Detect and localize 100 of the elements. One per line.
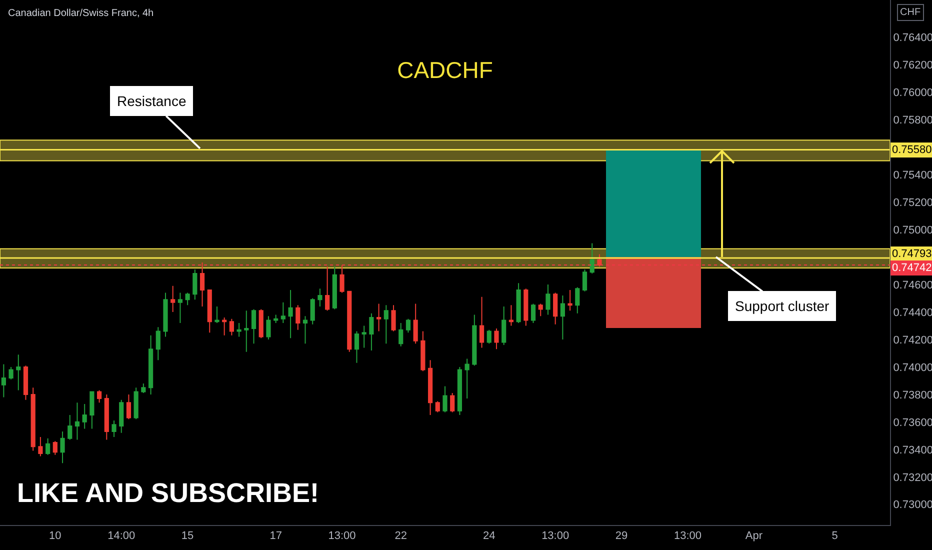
candlestick <box>170 285 176 312</box>
candlestick <box>74 402 80 440</box>
candlestick <box>553 292 558 325</box>
annotation: Support cluster <box>735 298 830 314</box>
candlestick <box>442 386 448 413</box>
candlestick <box>597 254 602 268</box>
candlestick <box>575 286 580 314</box>
candlestick <box>192 268 198 300</box>
candlestick <box>464 358 470 400</box>
candlestick <box>156 326 160 361</box>
candlestick <box>384 304 388 344</box>
ref-line-label: 0.74742 <box>892 262 932 274</box>
candlestick <box>568 289 572 312</box>
candlestick <box>340 264 344 294</box>
text: Canadian Dollar/Swiss Franc, 4h <box>8 8 154 19</box>
candlestick <box>560 294 565 340</box>
candlestick <box>119 399 124 434</box>
candlestick <box>23 365 28 400</box>
candlestick <box>141 382 146 394</box>
candlestick <box>508 304 514 326</box>
x-tick-label: 13:00 <box>328 530 356 542</box>
candlestick <box>266 316 271 340</box>
x-tick-label: 14:00 <box>108 530 136 542</box>
candlestick <box>420 330 426 372</box>
candlestick <box>479 296 484 348</box>
x-tick-label: 22 <box>394 530 407 542</box>
candlestick <box>428 360 433 416</box>
candlestick <box>546 284 550 316</box>
candlestick <box>369 312 374 351</box>
candlestick <box>296 304 300 330</box>
candlestick <box>104 394 109 440</box>
candlestick <box>200 262 205 307</box>
candlestick <box>222 316 227 336</box>
candlestick <box>16 354 21 391</box>
candlestick <box>82 404 87 430</box>
candlestick <box>280 302 286 324</box>
candlestick <box>362 325 366 348</box>
candlestick <box>310 298 315 325</box>
candlestick <box>472 314 477 366</box>
candlestick <box>457 366 462 416</box>
annotation: Resistance <box>117 93 186 109</box>
candlestick <box>391 304 396 332</box>
candlestick <box>494 328 499 350</box>
candlestick <box>302 316 308 344</box>
candlestick <box>524 288 528 326</box>
candlestick <box>398 322 404 347</box>
candlestick <box>112 420 116 438</box>
x-tick-label: Apr <box>745 530 763 542</box>
candlestick <box>502 306 506 346</box>
x-tick-label: 15 <box>181 530 194 542</box>
text: CADCHF <box>397 57 493 84</box>
candlestick <box>332 266 337 310</box>
candlestick <box>318 288 322 307</box>
candlestick <box>148 334 154 395</box>
candlestick <box>90 391 94 430</box>
candlestick <box>530 303 536 324</box>
candlestick <box>251 308 256 344</box>
candlestick <box>435 400 440 413</box>
candlestick <box>229 318 234 336</box>
candlestick <box>244 310 249 352</box>
candlestick <box>126 394 132 420</box>
candlestick <box>178 292 183 324</box>
candlestick <box>52 440 58 456</box>
candlestick <box>97 390 102 404</box>
x-tick-label: 24 <box>483 530 496 542</box>
candlestick <box>406 318 411 334</box>
candlestick <box>413 303 418 344</box>
text: CHF <box>900 7 921 18</box>
candlestick <box>516 282 521 324</box>
candlestick <box>236 322 242 338</box>
candlestick <box>590 242 594 274</box>
candlestick <box>60 431 65 464</box>
candlestick <box>582 268 588 292</box>
x-tick-label: 13:00 <box>542 530 570 542</box>
candlestick <box>163 292 168 338</box>
x-tick-label: 13:00 <box>674 530 702 542</box>
candlestick <box>486 329 492 344</box>
candlestick <box>354 330 360 364</box>
candlestick <box>38 436 43 457</box>
candlestick <box>538 303 543 317</box>
candlestick <box>347 290 352 352</box>
candlestick <box>68 414 72 440</box>
ref-line-label: 0.75580 <box>892 144 932 156</box>
candlestick <box>450 392 455 413</box>
x-tick-label: 29 <box>615 530 628 542</box>
candlestick <box>1 364 6 398</box>
x-tick-label: 17 <box>270 530 282 542</box>
x-tick-label: 10 <box>49 530 62 542</box>
candlestick <box>207 289 212 334</box>
candlestick <box>134 387 138 420</box>
candlestick <box>325 266 330 312</box>
candlestick <box>8 366 14 380</box>
candlestick <box>288 289 293 339</box>
candlestick <box>46 438 50 456</box>
candlestick <box>185 292 190 306</box>
ref-line-label: 0.74793 <box>892 248 932 260</box>
annotation: LIKE AND SUBSCRIBE! <box>17 478 320 508</box>
candlestick <box>258 308 264 339</box>
candlestick <box>274 314 278 324</box>
x-tick-label: 5 <box>832 530 838 542</box>
